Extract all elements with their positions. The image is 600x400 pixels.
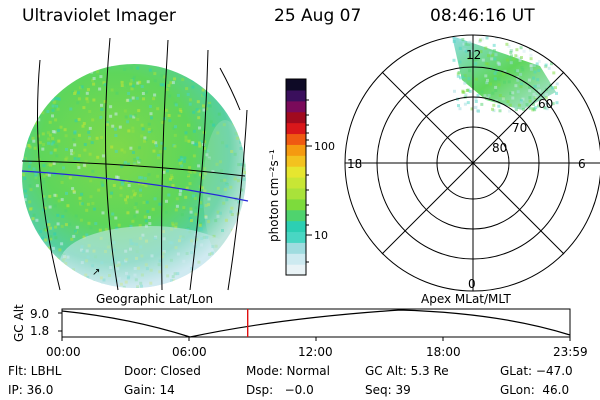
colorbar-block: [286, 220, 306, 233]
altitude-curve: [61, 309, 571, 338]
door-readout: Door: Closed: [124, 364, 201, 378]
mlt-label-12: 12: [466, 48, 481, 62]
colorbar-block: [286, 242, 306, 254]
colorbar-tick-100: 100: [314, 140, 335, 153]
apex-caption: Apex MLat/MLT: [421, 292, 511, 306]
timeline-ylabel: GC Alt: [12, 304, 26, 342]
mlt-label-6: 6: [578, 157, 586, 171]
mode-readout: Mode: Normal: [246, 364, 330, 378]
geographic-image: ↗: [21, 37, 249, 291]
time-tick-1800: 18:00: [426, 345, 461, 359]
colorbar-block: [286, 155, 306, 167]
polar-plot: 12 18 6 0 60 70 80: [344, 34, 600, 292]
colorbar-block: [286, 144, 306, 156]
ip-readout: IP: 36.0: [8, 383, 54, 397]
colorbar: 100 10 photon cm⁻²s⁻¹: [267, 78, 335, 276]
colorbar-block: [286, 253, 306, 265]
geographic-caption: Geographic Lat/Lon: [96, 292, 214, 306]
filter-readout: Flt: LBHL: [8, 364, 62, 378]
colorbar-block: [286, 133, 306, 145]
timeline-ytick-top: 9.0: [30, 307, 49, 321]
gain-readout: Gain: 14: [124, 383, 175, 397]
glon-readout: GLon: 46.0: [500, 383, 570, 397]
observation-time: 08:46:16 UT: [430, 6, 535, 26]
glat-readout: GLat: −47.0: [500, 364, 573, 378]
latitude-line-equatorward: [21, 170, 249, 202]
observation-date: 25 Aug 07: [274, 6, 362, 26]
colorbar-block: [286, 177, 306, 189]
gc-alt-readout: GC Alt: 5.3 Re: [365, 364, 449, 378]
north-pointer: ↗: [92, 267, 100, 278]
colorbar-block: [286, 198, 306, 211]
colorbar-frame: [285, 78, 307, 276]
colorbar-block: [286, 100, 306, 113]
colorbar-block: [286, 111, 306, 124]
colorbar-block: [286, 166, 306, 178]
mlat-label-60: 60: [538, 97, 553, 111]
colorbar-block: [286, 231, 306, 243]
altitude-timeline: GC Alt 9.0 1.8: [12, 304, 571, 342]
latitude-line-north: [21, 160, 246, 177]
colorbar-block: [286, 187, 306, 200]
timeline-ticks: [58, 312, 571, 341]
mlat-label-80: 80: [492, 141, 507, 155]
colorbar-block: [286, 122, 306, 135]
colorbar-block: [286, 264, 306, 276]
dsp-readout: Dsp: −0.0: [246, 383, 314, 397]
time-tick-0000: 00:00: [46, 345, 81, 359]
colorbar-ticks: [306, 99, 312, 263]
time-tick-1200: 12:00: [298, 345, 333, 359]
colorbar-block: [286, 79, 306, 91]
mlt-label-18: 18: [347, 157, 362, 171]
seq-readout: Seq: 39: [365, 383, 411, 397]
timeline-ytick-bottom: 1.8: [30, 324, 49, 338]
colorbar-unit-label: photon cm⁻²s⁻¹: [267, 149, 281, 242]
mlt-label-0: 0: [468, 277, 476, 291]
mlt-spokes: [345, 35, 600, 291]
instrument-title: Ultraviolet Imager: [22, 6, 176, 26]
colorbar-tick-10: 10: [314, 229, 328, 242]
colorbar-block: [286, 209, 306, 222]
time-tick-2359: 23:59: [553, 345, 588, 359]
time-tick-0600: 06:00: [172, 345, 207, 359]
mlat-label-70: 70: [512, 121, 527, 135]
colorbar-block: [286, 89, 306, 102]
